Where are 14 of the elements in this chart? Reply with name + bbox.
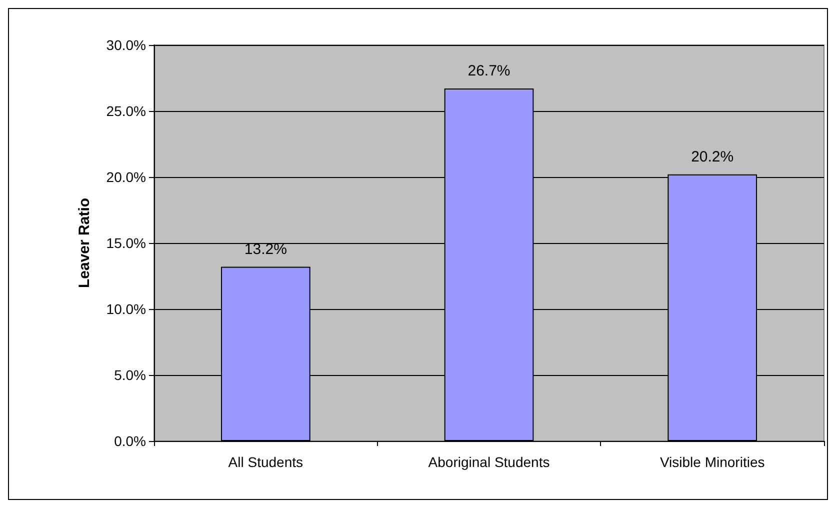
x-tick-label: Aboriginal Students xyxy=(428,454,550,470)
data-label: 20.2% xyxy=(691,148,734,166)
y-axis-title: Leaver Ratio xyxy=(76,198,93,288)
y-tick-label: 30.0% xyxy=(106,37,146,53)
y-tick-label: 15.0% xyxy=(106,235,146,251)
y-tick-label: 10.0% xyxy=(106,301,146,317)
y-tick-label: 25.0% xyxy=(106,103,146,119)
y-tick-label: 0.0% xyxy=(114,433,146,449)
x-tick-label: All Students xyxy=(228,454,304,470)
x-tick-label: Visible Minorities xyxy=(660,454,765,470)
data-label: 13.2% xyxy=(244,240,287,258)
y-tick-label: 5.0% xyxy=(114,367,146,383)
data-label: 26.7% xyxy=(468,62,510,80)
y-tick-label: 20.0% xyxy=(106,169,146,185)
